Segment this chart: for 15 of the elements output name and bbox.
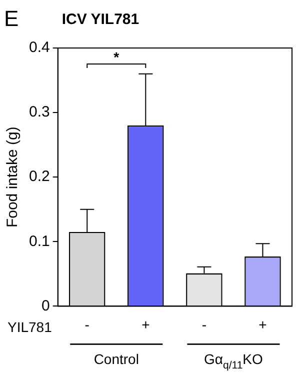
text: Control xyxy=(94,351,139,368)
x-tick-label: - xyxy=(202,316,207,332)
chart-title: ICV YIL781 xyxy=(62,11,140,28)
y-axis-title: Food intake (g) xyxy=(4,126,22,228)
y-tick-label: 0.1 xyxy=(28,232,50,250)
x-tick-label: + xyxy=(258,316,267,332)
x-axis-title: YIL781 xyxy=(7,319,52,336)
annotation: * xyxy=(114,49,120,65)
text: E xyxy=(4,6,19,31)
y-tick-label: 0.2 xyxy=(28,168,50,186)
x-tick-label: - xyxy=(84,316,90,332)
x-tick-label: + xyxy=(142,316,150,332)
y-tick-label: 0.3 xyxy=(28,104,50,121)
y-tick-label: 0 xyxy=(42,297,50,314)
y-tick-label: 0.4 xyxy=(28,39,50,56)
